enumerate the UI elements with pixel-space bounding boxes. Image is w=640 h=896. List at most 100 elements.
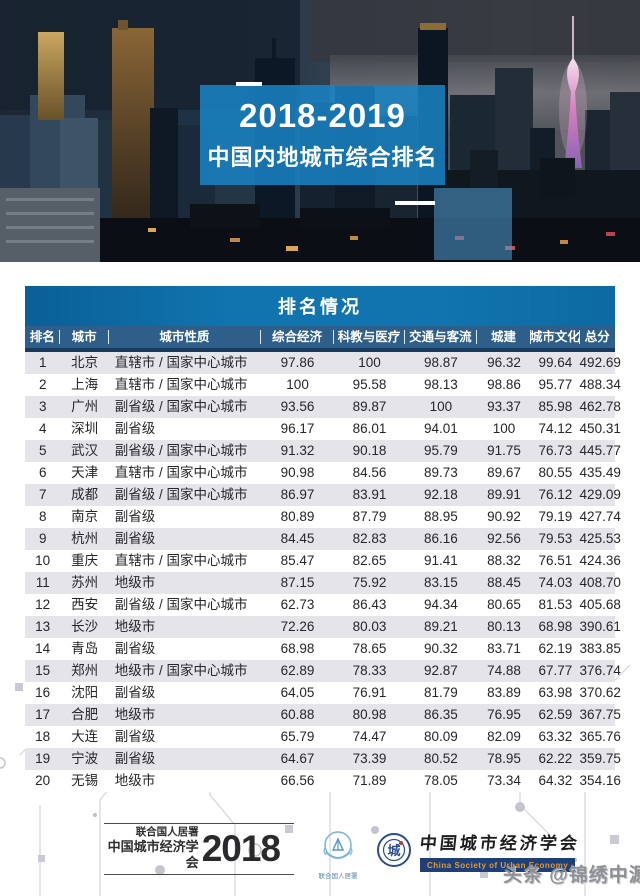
traffic-cell: 83.15: [424, 575, 458, 590]
table-row: 8 南京 副省级 80.89 87.79 88.95 90.92 79.19 4…: [25, 506, 621, 528]
footer-org-line2: 中国城市经济学会: [107, 839, 199, 871]
city-cell: 广州: [71, 399, 99, 414]
table-row: 17 合肥 地级市 60.88 80.98 86.35 76.95 62.59 …: [25, 704, 621, 726]
culture-cell: 81.53: [538, 597, 573, 612]
economy-cell: 65.79: [280, 729, 315, 744]
traffic-cell: 81.79: [424, 685, 458, 700]
nature-cell: 地级市: [114, 619, 156, 634]
economy-cell: 64.67: [280, 751, 315, 766]
banner-top-dash: [236, 82, 262, 86]
traffic-cell: 80.09: [424, 729, 458, 744]
table-row: 10 重庆 直辖市 / 国家中心城市 85.47 82.65 91.41 88.…: [25, 550, 621, 572]
economy-cell: 86.97: [280, 487, 315, 502]
economy-cell: 97.86: [280, 355, 315, 370]
hero-secondary-box: [434, 188, 512, 260]
table-row: 2 上海 直辖市 / 国家中心城市 100 95.58 98.13 98.86 …: [25, 374, 621, 396]
economy-cell: 85.47: [280, 553, 315, 568]
economy-cell: 68.98: [280, 641, 315, 656]
nature-cell: 地级市: [114, 707, 156, 722]
science-cell: 80.03: [352, 619, 387, 634]
city-cell: 武汉: [71, 443, 99, 458]
society-name: 中国城市经济学会: [418, 834, 581, 853]
hero-subtitle: 中国内地城市综合排名: [207, 145, 438, 171]
total-cell: 367.75: [579, 707, 621, 722]
culture-cell: 62.19: [538, 641, 573, 656]
total-cell: 427.74: [579, 509, 621, 524]
total-cell: 354.16: [579, 773, 621, 788]
science-cell: 89.87: [352, 399, 387, 414]
rank-cell: 19: [35, 751, 51, 766]
nature-cell: 直辖市 / 国家中心城市: [114, 377, 248, 392]
economy-cell: 64.05: [280, 685, 315, 700]
traffic-cell: 78.05: [424, 773, 458, 788]
traffic-cell: 98.87: [424, 355, 458, 370]
total-cell: 488.34: [579, 377, 621, 392]
total-cell: 370.62: [579, 685, 621, 700]
economy-cell: 100: [286, 377, 309, 392]
culture-cell: 79.53: [538, 531, 573, 546]
total-cell: 376.74: [579, 663, 621, 678]
culture-cell: 63.98: [538, 685, 573, 700]
col-header-culture: 城市文化: [529, 330, 580, 344]
culture-cell: 79.19: [538, 509, 573, 524]
col-header-total: 总分: [584, 330, 610, 344]
culture-cell: 62.22: [538, 751, 573, 766]
economy-cell: 91.32: [280, 443, 315, 458]
economy-cell: 80.89: [280, 509, 315, 524]
traffic-cell: 94.01: [424, 421, 458, 436]
rank-cell: 9: [38, 531, 47, 546]
construction-cell: 88.32: [487, 553, 521, 568]
rank-cell: 15: [35, 663, 51, 678]
un-habitat-logo: 联合国人居署: [318, 828, 358, 880]
city-cell: 长沙: [71, 619, 99, 634]
nature-cell: 副省级 / 国家中心城市: [114, 399, 248, 414]
culture-cell: 63.32: [538, 729, 573, 744]
city-cell: 杭州: [71, 531, 99, 546]
nature-cell: 副省级 / 国家中心城市: [114, 487, 248, 502]
table-row: 7 成都 副省级 / 国家中心城市 86.97 83.91 92.18 89.9…: [25, 484, 621, 506]
rank-cell: 10: [35, 553, 51, 568]
city-cell: 南京: [71, 509, 99, 524]
nature-cell: 副省级: [114, 641, 156, 656]
city-cell: 上海: [71, 377, 99, 392]
table-row: 15 郑州 地级市 / 国家中心城市 62.89 78.33 92.87 74.…: [25, 660, 621, 682]
economy-cell: 96.17: [280, 421, 315, 436]
rank-cell: 4: [38, 421, 47, 436]
city-cell: 郑州: [71, 663, 99, 678]
construction-cell: 83.71: [487, 641, 521, 656]
table-row: 3 广州 副省级 / 国家中心城市 93.56 89.87 100 93.37 …: [25, 396, 621, 418]
traffic-cell: 92.87: [424, 663, 458, 678]
city-cell: 无锡: [71, 773, 99, 788]
construction-cell: 83.89: [487, 685, 521, 700]
construction-cell: 80.65: [487, 597, 521, 612]
table-row: 6 天津 直辖市 / 国家中心城市 90.98 84.56 89.73 89.6…: [25, 462, 621, 484]
footer-section: 联合国人居署 中国城市经济学会 2018 联合国人居署 城: [0, 792, 640, 896]
table-row: 9 杭州 副省级 84.45 82.83 86.16 92.56 79.53 4…: [25, 528, 621, 550]
culture-cell: 67.77: [538, 663, 573, 678]
rank-cell: 2: [38, 377, 47, 392]
city-cell: 北京: [71, 355, 99, 370]
watermark-text: 头条 @锦绣中源: [503, 865, 640, 886]
nature-cell: 地级市: [114, 773, 156, 788]
culture-cell: 74.12: [538, 421, 573, 436]
economy-cell: 62.73: [280, 597, 315, 612]
science-cell: 86.43: [352, 597, 387, 612]
total-cell: 492.69: [579, 355, 621, 370]
construction-cell: 78.95: [487, 751, 521, 766]
construction-cell: 90.92: [487, 509, 521, 524]
footer-org-line1: 联合国人居署: [135, 826, 199, 838]
nature-cell: 直辖市 / 国家中心城市: [114, 465, 248, 480]
city-cell: 重庆: [71, 553, 99, 568]
science-cell: 86.01: [352, 421, 387, 436]
culture-cell: 64.32: [538, 773, 573, 788]
traffic-cell: 94.34: [424, 597, 458, 612]
rank-cell: 1: [38, 355, 47, 370]
construction-cell: 89.67: [487, 465, 521, 480]
banner-underline-dash: [395, 201, 435, 205]
rank-cell: 14: [35, 641, 51, 656]
culture-cell: 74.03: [538, 575, 573, 590]
footer-year: 2018: [201, 828, 281, 870]
culture-cell: 76.73: [538, 443, 573, 458]
science-cell: 76.91: [352, 685, 387, 700]
